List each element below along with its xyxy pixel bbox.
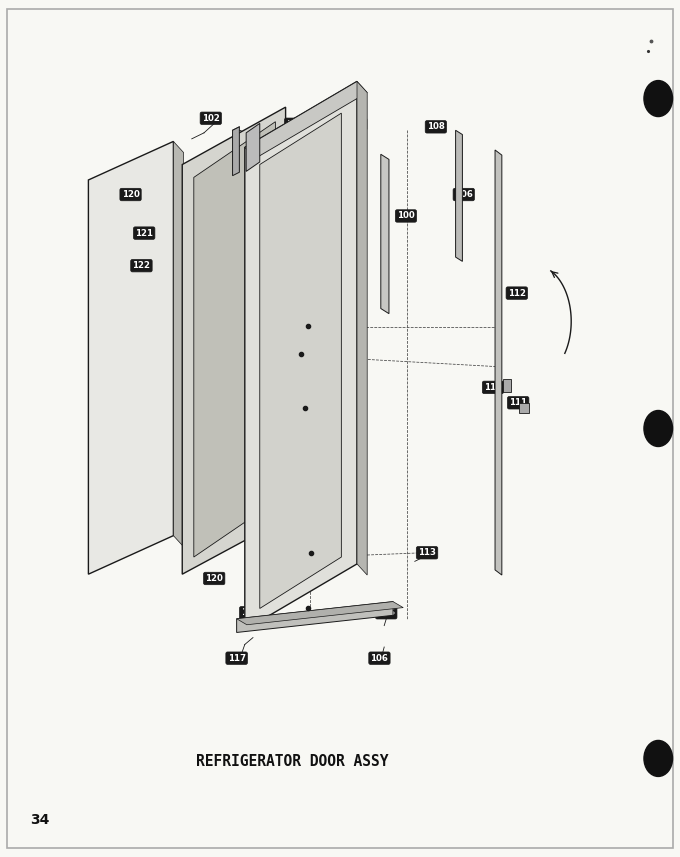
FancyBboxPatch shape bbox=[7, 9, 673, 848]
Text: 119: 119 bbox=[299, 553, 316, 561]
Text: 117: 117 bbox=[228, 654, 245, 662]
Polygon shape bbox=[381, 154, 389, 314]
Text: 118: 118 bbox=[241, 608, 259, 617]
Polygon shape bbox=[357, 81, 367, 575]
Text: 111: 111 bbox=[509, 399, 527, 407]
Polygon shape bbox=[233, 127, 239, 176]
Polygon shape bbox=[173, 141, 184, 547]
Text: 103: 103 bbox=[292, 157, 309, 165]
Text: 107: 107 bbox=[306, 255, 324, 264]
Polygon shape bbox=[237, 602, 393, 632]
Text: 110: 110 bbox=[484, 383, 502, 392]
Polygon shape bbox=[194, 122, 275, 557]
Text: 120: 120 bbox=[205, 574, 223, 583]
Polygon shape bbox=[88, 141, 173, 574]
Text: 106: 106 bbox=[371, 654, 388, 662]
Polygon shape bbox=[260, 113, 341, 608]
Text: 115: 115 bbox=[280, 321, 298, 330]
Text: 114: 114 bbox=[269, 351, 286, 360]
Polygon shape bbox=[245, 81, 357, 630]
Text: 34: 34 bbox=[30, 813, 49, 827]
Text: 108: 108 bbox=[427, 123, 445, 131]
Polygon shape bbox=[237, 602, 403, 625]
Polygon shape bbox=[182, 107, 286, 574]
Text: 112: 112 bbox=[508, 289, 526, 297]
Polygon shape bbox=[519, 403, 529, 413]
Text: 120: 120 bbox=[122, 190, 139, 199]
Text: 100: 100 bbox=[397, 212, 415, 220]
Polygon shape bbox=[495, 150, 502, 575]
Text: 115: 115 bbox=[280, 405, 298, 414]
Text: 102: 102 bbox=[202, 114, 220, 123]
Text: REFRIGERATOR DOOR ASSY: REFRIGERATOR DOOR ASSY bbox=[196, 753, 389, 769]
Text: 104: 104 bbox=[289, 203, 307, 212]
Text: 121: 121 bbox=[256, 542, 274, 550]
Text: 121: 121 bbox=[135, 229, 153, 237]
Text: 116: 116 bbox=[377, 608, 395, 617]
Circle shape bbox=[644, 740, 673, 776]
Circle shape bbox=[644, 81, 673, 117]
Text: 122: 122 bbox=[133, 261, 150, 270]
Text: 105: 105 bbox=[347, 120, 365, 129]
Text: 106: 106 bbox=[455, 190, 473, 199]
Text: 101: 101 bbox=[241, 178, 259, 187]
Polygon shape bbox=[245, 81, 367, 159]
Text: 100: 100 bbox=[286, 120, 304, 129]
Text: 123: 123 bbox=[290, 507, 308, 516]
Polygon shape bbox=[456, 130, 462, 261]
Polygon shape bbox=[246, 123, 260, 171]
Circle shape bbox=[644, 411, 673, 446]
Polygon shape bbox=[503, 379, 511, 392]
Text: 113: 113 bbox=[418, 548, 436, 557]
